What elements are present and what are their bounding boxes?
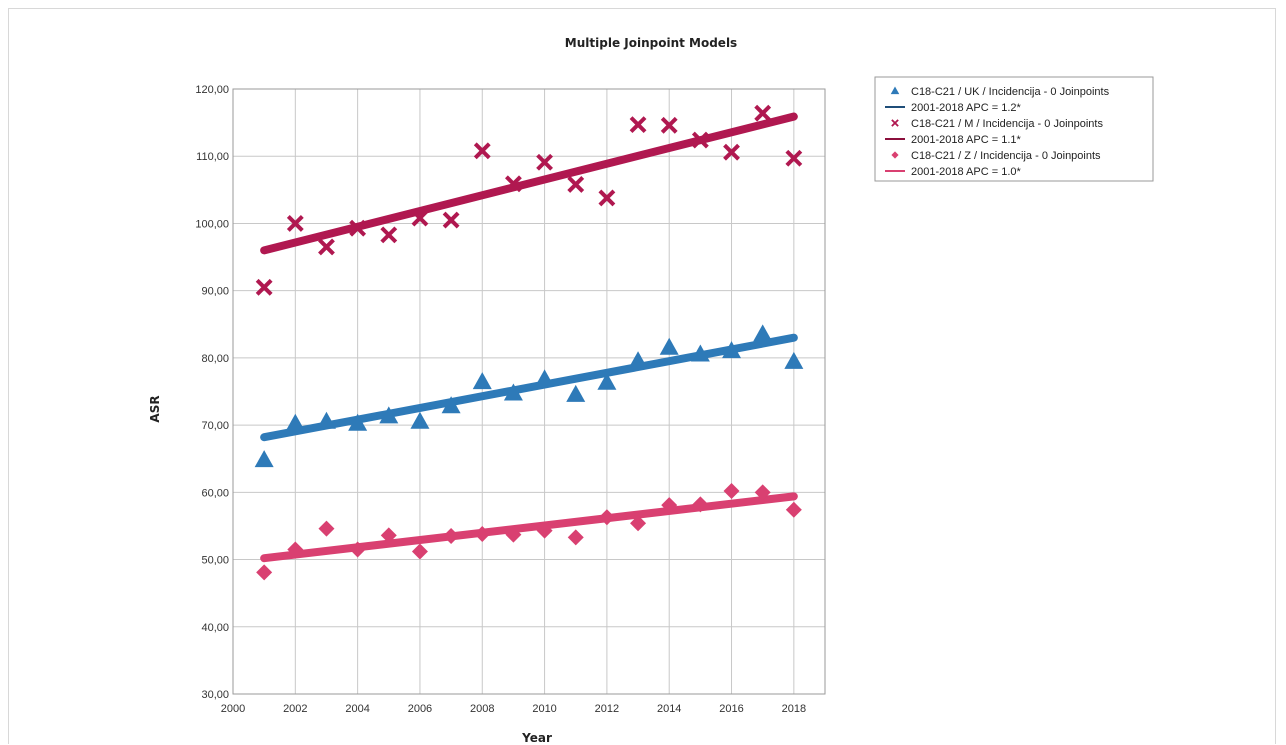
data-point-x [691,131,709,149]
data-points [254,104,804,581]
data-point-diamond [536,522,553,539]
y-tick-label: 40,00 [201,622,229,634]
data-point-diamond [785,501,802,518]
data-point-triangle [566,384,586,402]
plot-area [232,88,826,695]
fit-line [260,112,798,255]
data-point-x [380,226,398,244]
y-tick-label: 30,00 [201,689,229,701]
y-tick-label: 60,00 [201,487,229,499]
data-point-x [349,219,367,237]
data-point-x [536,153,553,171]
data-point-diamond [754,484,771,501]
data-point-x [505,175,522,193]
data-point-triangle [441,396,461,414]
x-tick-label: 2010 [532,703,556,715]
data-point-triangle [410,411,430,429]
legend: C18-C21 / UK / Incidencija - 0 Joinpoint… [874,76,1154,182]
y-tick-label: 80,00 [201,353,229,365]
legend-fit-label: 2001-2018 APC = 1.0* [911,166,1021,178]
data-point-diamond [318,520,335,537]
data-point-triangle [753,324,773,342]
data-point-triangle [254,450,274,468]
data-point-triangle [659,337,679,355]
legend-marker-x [891,119,899,127]
data-point-x [286,215,304,232]
y-tick-label: 120,00 [195,84,229,96]
data-point-x [473,142,491,160]
joinpoint-chart: Multiple Joinpoint Models 2000 2002 2004 20… [148,36,1154,745]
data-point-x [598,189,616,207]
x-tick-label: 2006 [408,703,432,715]
data-point-triangle [472,372,492,390]
data-point-triangle [722,341,742,359]
data-point-triangle [316,411,336,429]
legend-fit-label: 2001-2018 APC = 1.1* [911,134,1021,146]
data-point-triangle [503,383,523,401]
tick-labels: 2000 2002 2004 2006 2008 2010 2012 2014 2016 2018… [195,84,806,715]
legend-fit-label: 2001-2018 APC = 1.2* [911,102,1021,114]
data-point-triangle [597,372,617,390]
legend-series-label: C18-C21 / Z / Incidencija - 0 Joinpoints [911,150,1101,162]
data-point-x [629,116,647,134]
legend-box [874,76,1154,182]
data-point-x [660,116,678,134]
data-point-triangle [348,413,368,431]
data-point-diamond [630,515,647,532]
data-point-diamond [723,482,740,499]
data-point-diamond [256,564,273,581]
y-tick-label: 100,00 [195,218,229,230]
data-point-x [567,176,585,193]
x-tick-label: 2016 [719,703,743,715]
y-axis-title: ASR [148,395,162,422]
data-point-x [318,238,335,256]
fit-line [260,333,798,442]
data-point-triangle [535,369,555,387]
chart-title: Multiple Joinpoint Models [565,36,737,50]
chart-frame: Multiple Joinpoint Models 2000 2002 2004 20… [8,8,1276,745]
data-point-diamond [443,528,460,545]
x-tick-label: 2004 [345,703,369,715]
data-point-x [754,104,772,122]
x-tick-label: 2018 [782,703,806,715]
data-point-diamond [380,527,397,544]
data-point-diamond [692,496,709,513]
data-point-x [255,278,273,296]
data-point-x [411,209,429,227]
y-tick-label: 50,00 [201,555,229,567]
data-point-diamond [598,509,615,526]
data-point-diamond [349,541,366,558]
data-point-diamond [505,526,522,543]
y-tick-label: 70,00 [201,420,229,432]
data-point-diamond [474,526,491,543]
data-point-triangle [628,351,648,369]
x-tick-label: 2014 [657,703,681,715]
data-point-triangle [690,344,710,362]
x-tick-label: 2002 [283,703,307,715]
legend-series-label: C18-C21 / UK / Incidencija - 0 Joinpoint… [911,86,1110,98]
data-point-triangle [784,351,804,369]
x-tick-label: 2000 [221,703,245,715]
x-tick-label: 2008 [470,703,494,715]
x-tick-label: 2012 [595,703,619,715]
data-point-diamond [411,543,428,560]
data-point-diamond [287,541,304,558]
data-point-triangle [379,406,399,424]
data-point-x [785,149,803,167]
data-point-x [723,143,740,161]
data-point-triangle [285,413,305,431]
data-point-x [442,211,460,229]
legend-marker-triangle [890,86,900,95]
data-point-diamond [567,529,584,546]
y-tick-label: 110,00 [196,151,229,163]
y-tick-label: 90,00 [201,286,229,298]
legend-marker-diamond [891,151,899,159]
data-point-diamond [661,497,678,514]
legend-series-label: C18-C21 / M / Incidencija - 0 Joinpoints [911,118,1103,130]
x-axis-title: Year [521,731,552,745]
fit-line [260,492,798,563]
